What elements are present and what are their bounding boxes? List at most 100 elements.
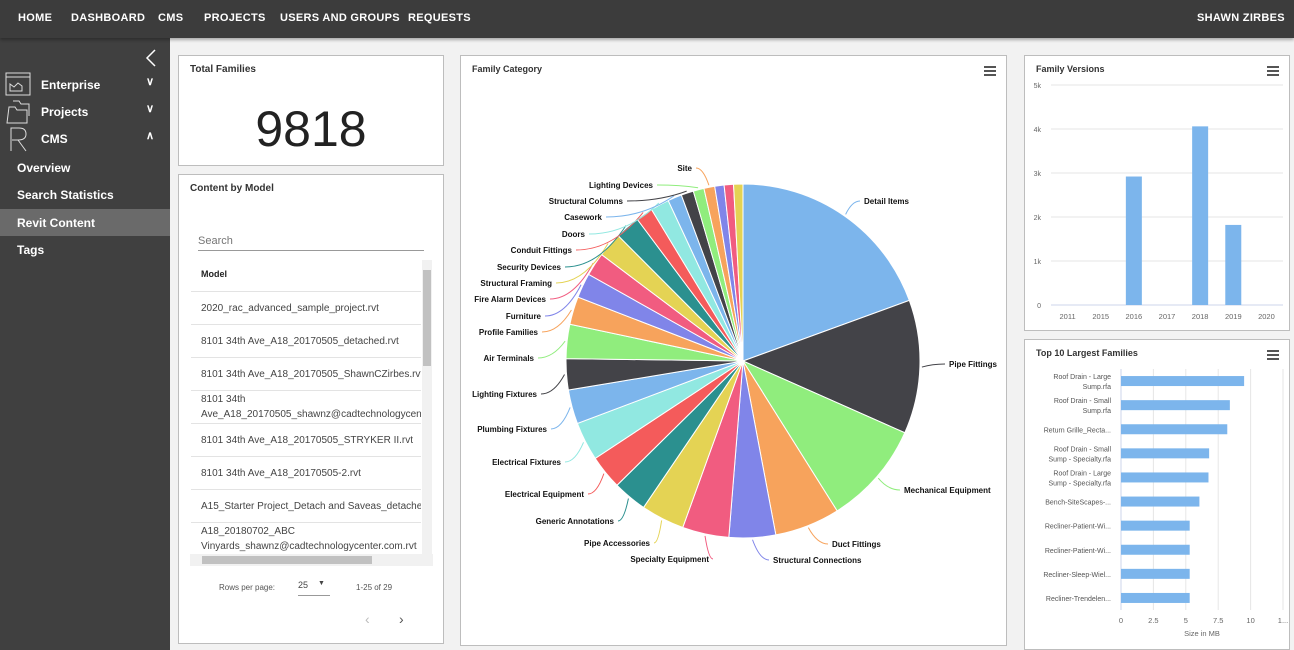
chart-menu-icon[interactable] bbox=[1267, 350, 1279, 360]
pie-connector bbox=[587, 473, 605, 495]
pie-label: Electrical Fixtures bbox=[492, 458, 561, 467]
table-row[interactable]: A18_20180702_ABC Vinyards_shawnz@cadtech… bbox=[191, 523, 421, 556]
pie-slice bbox=[742, 183, 910, 362]
sidebar-item-enterprise[interactable]: Enterprise ∨ bbox=[0, 72, 170, 99]
top-navigation: HOME DASHBOARD CMS PROJECTS USERS AND GR… bbox=[0, 0, 1294, 38]
pie-connector bbox=[653, 520, 663, 544]
family-category-pie-chart: Detail Items Pipe Fittings Mechanical Equi… bbox=[472, 164, 998, 565]
y-tick-label: Roof Drain - Small bbox=[1054, 398, 1112, 405]
nav-requests[interactable]: REQUESTS bbox=[408, 12, 471, 24]
table-row[interactable]: 8101 34th Ave_A18_20170505_detached.rvt bbox=[191, 325, 421, 358]
y-tick-label: Roof Drain - Large bbox=[1053, 374, 1111, 381]
y-tick-label: Recliner-Patient-Wi... bbox=[1045, 548, 1111, 555]
pie-connector bbox=[626, 190, 687, 202]
nav-home[interactable]: HOME bbox=[18, 12, 53, 24]
pagination-range: 1-25 of 29 bbox=[356, 583, 393, 592]
bar bbox=[1121, 448, 1210, 459]
table-row[interactable]: 2020_rac_advanced_sample_project.rvt bbox=[191, 292, 421, 325]
x-tick-label: 5 bbox=[1184, 616, 1188, 625]
pie-label: Pipe Fittings bbox=[949, 360, 998, 369]
chart-menu-icon[interactable] bbox=[984, 66, 996, 76]
table-row[interactable]: 8101 34th Ave_A18_20170505_shawnz@cadtec… bbox=[191, 391, 421, 424]
pie-connector bbox=[752, 539, 770, 561]
pie-label: Lighting Devices bbox=[589, 181, 654, 190]
x-tick-label: 2017 bbox=[1159, 312, 1176, 321]
top-10-families-bar-chart: 0 2.5 5 7.5 10 1... Size in MB Roof Drain - Lar… bbox=[1043, 369, 1288, 638]
total-families-value: 9818 bbox=[255, 101, 367, 157]
user-menu[interactable]: SHAWN ZIRBES bbox=[1197, 12, 1285, 24]
y-tick-label: Recliner-Sleep-Wiel... bbox=[1043, 572, 1111, 579]
pie-label: Conduit Fittings bbox=[511, 246, 573, 255]
x-tick-label: 2016 bbox=[1126, 312, 1143, 321]
table-row[interactable]: 8101 34th Ave_A18_20170505_STRYKER II.rv… bbox=[191, 424, 421, 457]
vertical-scrollbar[interactable] bbox=[422, 260, 432, 554]
bar bbox=[1121, 592, 1190, 603]
sidebar-subitem-tags[interactable]: Tags bbox=[0, 236, 170, 263]
sidebar-item-cms[interactable]: CMS ∧ bbox=[0, 126, 170, 153]
revit-icon bbox=[10, 127, 27, 152]
pie-label: Fire Alarm Devices bbox=[474, 295, 546, 304]
y-tick-label: 3k bbox=[1034, 171, 1042, 178]
x-axis-title: Size in MB bbox=[1184, 629, 1220, 638]
previous-page-button[interactable]: ‹ bbox=[365, 611, 370, 627]
content-by-model-card: Content by Model Model 2020_rac_advanced… bbox=[178, 174, 444, 644]
pie-label: Detail Items bbox=[864, 197, 909, 206]
family-category-card: Family Category Detail Items Pipe Fitting… bbox=[460, 55, 1007, 646]
pie-label: Mechanical Equipment bbox=[904, 486, 991, 495]
horizontal-scrollbar[interactable] bbox=[190, 554, 433, 566]
model-table: Model 2020_rac_advanced_sample_project.r… bbox=[179, 257, 433, 557]
collapse-sidebar-icon[interactable] bbox=[144, 48, 158, 68]
table-row[interactable]: 8101 34th Ave_A18_20170505-2.rvt bbox=[191, 457, 421, 490]
pie-label: Specialty Equipment bbox=[630, 555, 709, 564]
sidebar-label: Search Statistics bbox=[17, 188, 114, 202]
nav-users-and-groups[interactable]: USERS AND GROUPS bbox=[280, 12, 400, 24]
sidebar-label: Enterprise bbox=[41, 78, 101, 92]
pie-connector bbox=[537, 340, 566, 359]
y-tick-label: 2k bbox=[1034, 215, 1042, 222]
chart-title: Family Versions bbox=[1036, 64, 1105, 74]
pie-connector bbox=[845, 200, 861, 215]
pie-slice bbox=[733, 183, 744, 362]
y-tick-label: Bench-SiteScapes-... bbox=[1045, 500, 1111, 507]
sidebar-subitem-revit-content[interactable]: Revit Content bbox=[0, 209, 170, 236]
nav-dashboard[interactable]: DASHBOARD bbox=[71, 12, 146, 24]
y-tick-label: Sump.rfa bbox=[1083, 408, 1112, 415]
sidebar-label: Overview bbox=[17, 161, 71, 175]
total-families-card: Total Families 9818 bbox=[178, 55, 444, 166]
pie-connector bbox=[575, 212, 644, 251]
pie-connector bbox=[695, 167, 710, 186]
pie-connector bbox=[544, 284, 582, 317]
y-tick-label: Roof Drain - Small bbox=[1054, 446, 1112, 453]
top-10-largest-families-card: Top 10 Largest Families 0 2.5 5 7.5 10 1... Si… bbox=[1024, 339, 1290, 650]
rows-per-page-label: Rows per page: bbox=[219, 583, 276, 592]
table-row[interactable]: 8101 34th Ave_A18_20170505_ShawnCZirbes.… bbox=[191, 358, 421, 391]
bar bbox=[1125, 176, 1142, 305]
pie-label: Electrical Equipment bbox=[505, 490, 584, 499]
pie-connector bbox=[704, 535, 714, 560]
pie-label: Air Terminals bbox=[483, 354, 534, 363]
pie-connector bbox=[549, 262, 594, 300]
nav-cms[interactable]: CMS bbox=[158, 12, 184, 24]
rows-per-page-select[interactable]: 25 ▼ bbox=[298, 580, 330, 596]
x-tick-label: 2015 bbox=[1092, 312, 1109, 321]
folders-icon bbox=[6, 100, 30, 124]
y-tick-label: 1k bbox=[1034, 259, 1042, 266]
card-title: Content by Model bbox=[190, 183, 274, 194]
chart-menu-icon[interactable] bbox=[1267, 66, 1279, 76]
search-input[interactable] bbox=[198, 231, 424, 251]
nav-projects[interactable]: PROJECTS bbox=[204, 12, 266, 24]
y-tick-label: 0 bbox=[1037, 303, 1041, 310]
pie-connector bbox=[656, 184, 699, 189]
y-tick-label: Sump - Specialty.rfa bbox=[1048, 480, 1111, 487]
sidebar: Enterprise ∨ Projects ∨ CMS ∧ Overview Sear… bbox=[0, 38, 170, 650]
column-header-model[interactable]: Model bbox=[191, 257, 421, 292]
pie-label: Doors bbox=[562, 230, 586, 239]
pie-label: Structural Connections bbox=[773, 556, 862, 565]
bar bbox=[1225, 224, 1242, 305]
sidebar-item-projects[interactable]: Projects ∨ bbox=[0, 99, 170, 126]
table-row[interactable]: A15_Starter Project_Detach and Saveas_de… bbox=[191, 490, 421, 523]
sidebar-subitem-overview[interactable]: Overview bbox=[0, 154, 170, 181]
pie-connector bbox=[617, 498, 629, 522]
sidebar-subitem-search-statistics[interactable]: Search Statistics bbox=[0, 181, 170, 208]
next-page-button[interactable]: › bbox=[399, 611, 404, 627]
